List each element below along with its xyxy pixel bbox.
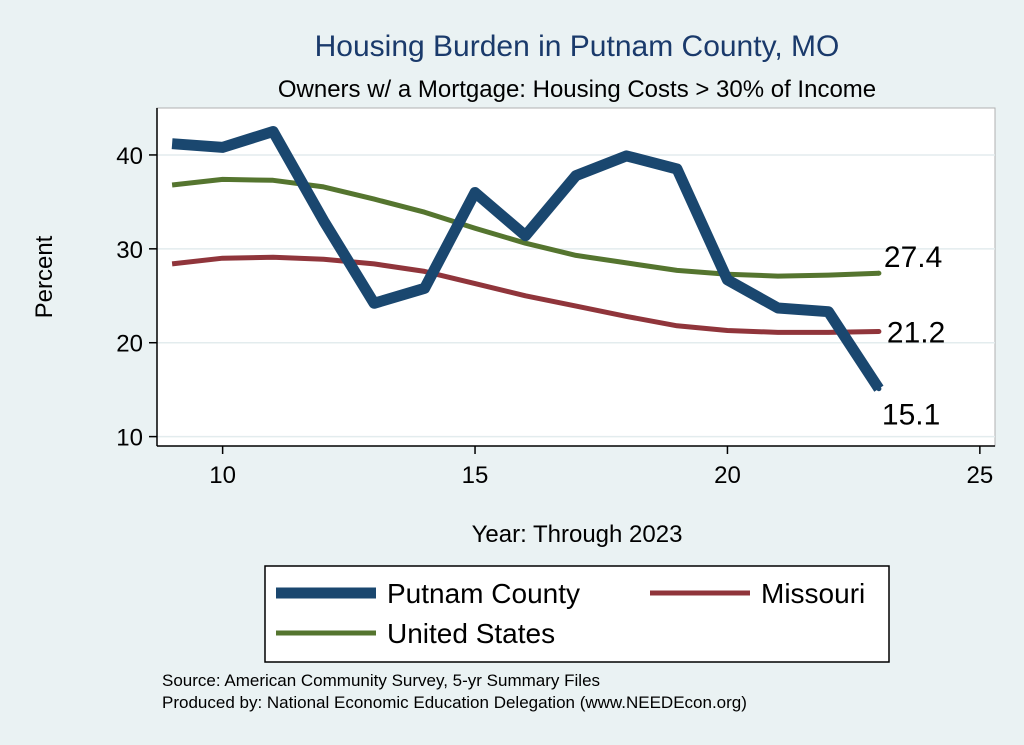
end-label-missouri: 21.2 [887,316,945,349]
series-end-point-missouri [876,328,882,334]
gridlines [157,154,995,438]
series-line-missouri [171,254,879,335]
series-line-united-states [171,176,879,279]
series-end-point-putnam-county [876,386,882,392]
end-label-putnam-county: 15.1 [882,399,940,432]
legend-label-united-states: United States [387,618,555,649]
y-tick-label-10: 10 [116,425,143,452]
legend-label-missouri: Missouri [761,578,865,609]
axes [149,108,995,454]
source-note: Source: American Community Survey, 5-yr … [162,671,600,690]
y-tick-label-30: 30 [116,237,143,264]
x-tick-label-20: 20 [714,462,741,489]
y-axis-title: Percent [31,235,58,318]
end-labels: 27.4 21.2 15.1 [882,241,945,431]
tick-labels: 10 20 30 40 10 15 20 25 [116,143,993,489]
x-axis-title: Year: Through 2023 [472,521,683,548]
y-tick-label-20: 20 [116,331,143,358]
chart-title: Housing Burden in Putnam County, MO [315,30,840,63]
end-label-united-states: 27.4 [884,241,942,274]
x-tick-label-25: 25 [967,462,994,489]
x-tick-label-15: 15 [462,462,489,489]
legend-label-putnam-county: Putnam County [387,578,580,609]
legend-box [264,565,890,663]
series-end-point-united-states [876,270,882,276]
series-line-putnam-county [171,126,884,392]
x-tick-label-10: 10 [209,462,236,489]
y-tick-label-40: 40 [116,143,143,170]
series-lines [171,126,884,392]
legend: Putnam County Missouri United States [264,565,890,663]
producer-note: Produced by: National Economic Education… [162,693,747,712]
chart-subtitle: Owners w/ a Mortgage: Housing Costs > 30… [278,76,876,103]
